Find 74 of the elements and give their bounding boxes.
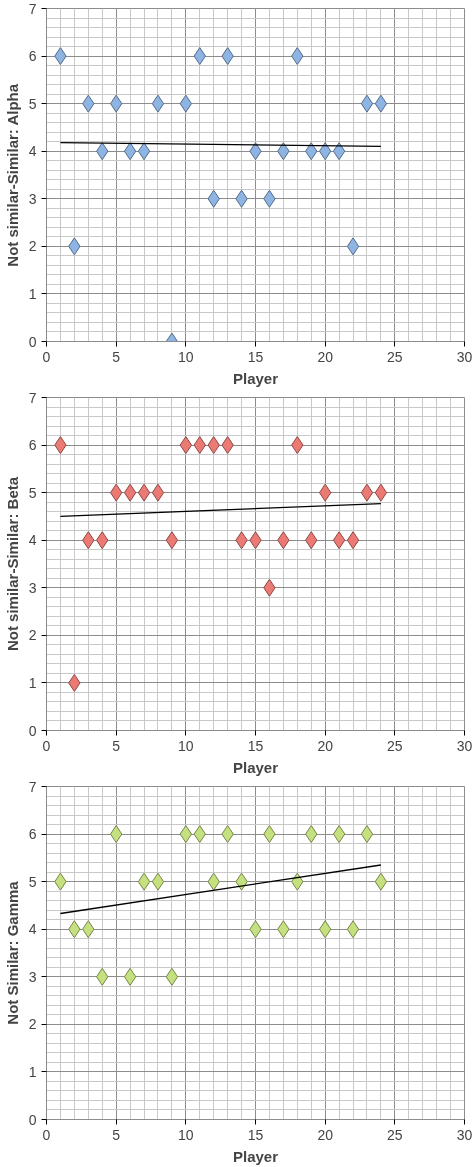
point xyxy=(332,825,346,844)
x-axis-title: Player xyxy=(232,758,279,776)
point xyxy=(123,142,137,161)
x-tick-label: 5 xyxy=(112,1126,121,1143)
y-tick-label: 0 xyxy=(28,722,37,739)
x-tick-label: 20 xyxy=(317,1126,334,1143)
y-tick-label: 3 xyxy=(28,190,37,207)
x-tick-label: 30 xyxy=(456,737,473,754)
x-tick-label: 25 xyxy=(387,737,403,754)
x-tick-label: 15 xyxy=(247,348,264,365)
y-tick-label: 6 xyxy=(28,48,37,65)
x-axis-title: Player xyxy=(232,1147,279,1165)
x-tick-label: 25 xyxy=(387,1126,403,1143)
y-tick-label: 5 xyxy=(28,873,37,890)
y-tick-label: 4 xyxy=(28,143,37,160)
point xyxy=(151,872,165,891)
x-tick-label: 0 xyxy=(42,737,51,754)
y-tick-label: 2 xyxy=(28,627,37,644)
y-tick-label: 5 xyxy=(28,95,37,112)
point xyxy=(137,872,151,891)
y-tick-label: 0 xyxy=(28,333,37,350)
y-tick-label: 1 xyxy=(28,674,37,691)
y-tick-label: 1 xyxy=(28,285,37,302)
y-tick-label: 7 xyxy=(28,389,37,406)
y-tick-label: 7 xyxy=(28,0,37,17)
point xyxy=(151,94,165,113)
x-tick-label: 0 xyxy=(42,1126,51,1143)
point xyxy=(123,967,137,986)
y-tick-label: 3 xyxy=(28,968,37,985)
point xyxy=(137,483,151,502)
x-tick-label: 20 xyxy=(317,737,334,754)
x-tick-label: 15 xyxy=(247,737,264,754)
point xyxy=(123,483,137,502)
y-tick-label: 4 xyxy=(28,921,37,938)
point xyxy=(151,483,165,502)
point xyxy=(137,142,151,161)
x-tick-label: 30 xyxy=(456,1126,473,1143)
x-tick-label: 30 xyxy=(456,348,473,365)
point xyxy=(374,872,388,891)
point xyxy=(165,967,179,986)
point xyxy=(374,94,388,113)
y-tick-label: 6 xyxy=(28,826,37,843)
point xyxy=(360,825,374,844)
x-axis-title: Player xyxy=(232,369,279,387)
x-tick-label: 25 xyxy=(387,348,403,365)
y-tick-label: 5 xyxy=(28,484,37,501)
x-tick-label: 10 xyxy=(178,348,194,365)
point xyxy=(165,531,179,550)
y-tick-label: 3 xyxy=(28,579,37,596)
point xyxy=(360,94,374,113)
x-tick-label: 20 xyxy=(317,348,334,365)
x-tick-label: 10 xyxy=(178,737,194,754)
x-tick-label: 5 xyxy=(112,737,121,754)
x-tick-label: 10 xyxy=(178,1126,194,1143)
point xyxy=(374,483,388,502)
x-tick-label: 0 xyxy=(42,348,51,365)
point xyxy=(346,531,360,550)
point xyxy=(332,531,346,550)
y-axis-title: Not Similar: Gamma xyxy=(3,880,21,1025)
point xyxy=(360,483,374,502)
y-tick-label: 6 xyxy=(28,437,37,454)
point xyxy=(346,920,360,939)
y-tick-label: 7 xyxy=(28,778,37,795)
y-tick-label: 2 xyxy=(28,238,37,255)
point xyxy=(332,142,346,161)
y-tick-label: 2 xyxy=(28,1016,37,1033)
y-axis-title: Not similar-Similar: Alpha xyxy=(3,83,21,267)
y-tick-label: 1 xyxy=(28,1063,37,1080)
y-axis-title: Not similar-Similar: Beta xyxy=(3,476,21,652)
y-tick-label: 0 xyxy=(28,1111,37,1128)
y-tick-label: 4 xyxy=(28,532,37,549)
point xyxy=(346,237,360,256)
x-tick-label: 15 xyxy=(247,1126,264,1143)
x-tick-label: 5 xyxy=(112,348,121,365)
